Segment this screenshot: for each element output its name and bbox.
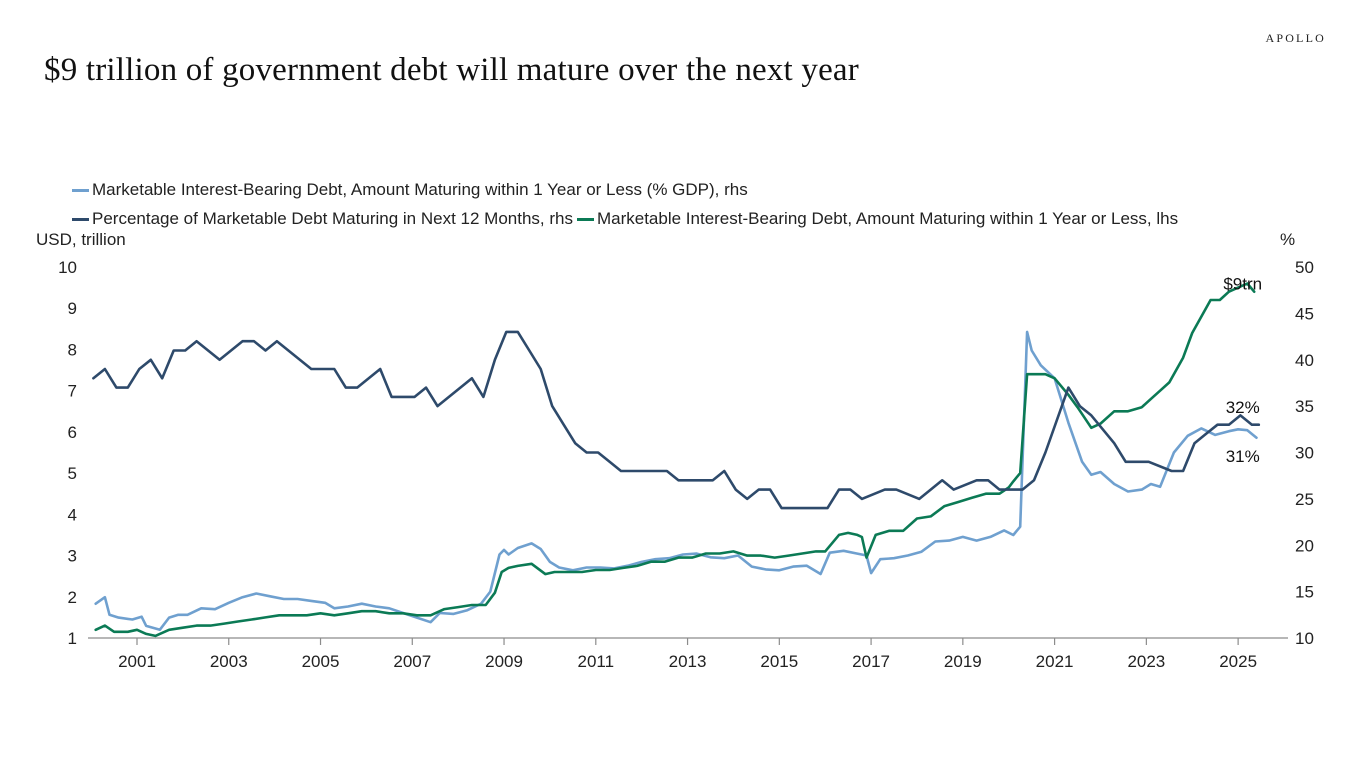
y-left-tick-label: 1 (68, 629, 77, 648)
x-tick-label: 2001 (118, 652, 156, 671)
legend-item-pct-gdp: Marketable Interest-Bearing Debt, Amount… (72, 180, 748, 200)
y-right-tick-label: 35 (1295, 397, 1314, 416)
page-title: $9 trillion of government debt will matu… (44, 52, 859, 88)
y-right-tick-label: 30 (1295, 444, 1314, 463)
chart-legend-row-1: Marketable Interest-Bearing Debt, Amount… (72, 180, 748, 200)
x-tick-label: 2013 (669, 652, 707, 671)
y-left-tick-label: 7 (68, 382, 77, 401)
y-right-tick-label: 10 (1295, 629, 1314, 648)
x-tick-label: 2021 (1036, 652, 1074, 671)
legend-label-amount: Marketable Interest-Bearing Debt, Amount… (596, 209, 1179, 228)
x-tick-label: 2009 (485, 652, 523, 671)
legend-swatch-pct-marketable (72, 217, 89, 221)
annotation-amount_lhs: $9trn (1223, 274, 1262, 293)
chart-legend-row-2: Percentage of Marketable Debt Maturing i… (72, 209, 1178, 229)
y-right-tick-label: 40 (1295, 351, 1314, 370)
y-left-tick-label: 8 (68, 340, 77, 359)
series-line-amount_lhs (94, 282, 1256, 638)
annotation-pct_marketable_rhs: 32% (1226, 398, 1260, 417)
legend-label-pct-gdp: Marketable Interest-Bearing Debt, Amount… (92, 180, 748, 199)
left-axis-unit: USD, trillion (36, 230, 126, 249)
y-right-tick-label: 50 (1295, 258, 1314, 277)
x-tick-label: 2005 (302, 652, 340, 671)
series-line-pct_marketable_rhs (92, 330, 1261, 510)
x-tick-label: 2007 (393, 652, 431, 671)
x-tick-label: 2003 (210, 652, 248, 671)
annotation-pct_gdp_rhs: 31% (1226, 447, 1260, 466)
axes-group: 2001 2003 2005 2007 2009 2011 2013 2015 2017 2019… (58, 258, 1314, 671)
y-right-tick-label: 45 (1295, 304, 1314, 323)
x-tick-label: 2023 (1127, 652, 1165, 671)
y-left-tick-label: 4 (68, 505, 77, 524)
annotations: $9trn 32% 31% (1223, 274, 1262, 466)
y-left-tick-label: 2 (68, 588, 77, 607)
x-tick-label: 2025 (1219, 652, 1257, 671)
x-tick-label: 2017 (852, 652, 890, 671)
series-line-pct_gdp_rhs (94, 330, 1258, 632)
y-left-tick-label: 6 (68, 423, 77, 442)
y-left-tick-label: 5 (68, 464, 77, 483)
y-left-tick-label: 10 (58, 258, 77, 277)
legend-item-amount: Marketable Interest-Bearing Debt, Amount… (576, 209, 1179, 229)
brand-logo: APOLLO (1265, 31, 1326, 45)
x-tick-label: 2019 (944, 652, 982, 671)
right-axis-unit: % (1280, 230, 1296, 249)
x-tick-label: 2011 (578, 652, 615, 671)
legend-item-pct-marketable: Percentage of Marketable Debt Maturing i… (72, 209, 573, 229)
series-lines (92, 282, 1261, 638)
y-left-tick-label: 3 (68, 547, 77, 566)
legend-swatch-amount (576, 217, 594, 221)
legend-label-pct-marketable: Percentage of Marketable Debt Maturing i… (92, 209, 573, 228)
y-right-tick-label: 15 (1295, 583, 1314, 602)
y-right-tick-label: 20 (1295, 536, 1314, 555)
y-right-tick-label: 25 (1295, 490, 1314, 509)
y-left-tick-label: 9 (68, 299, 77, 318)
x-tick-label: 2015 (760, 652, 798, 671)
legend-swatch-pct-gdp (72, 188, 89, 192)
